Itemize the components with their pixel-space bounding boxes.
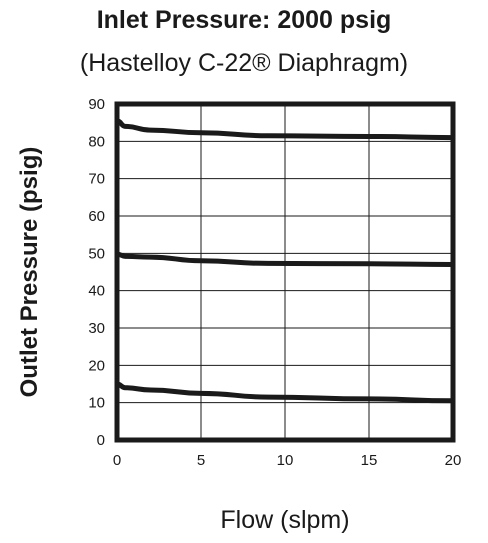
y-tick-label-0: 0 (97, 432, 105, 449)
y-tick-label-5: 50 (88, 245, 105, 262)
chart-subtitle: (Hastelloy C-22® Diaphragm) (79, 49, 409, 77)
y-tick-label-9: 90 (88, 96, 105, 113)
x-tick-label-3: 15 (361, 452, 378, 469)
y-tick-label-1: 10 (88, 395, 105, 412)
y-tick-label-8: 80 (88, 133, 105, 150)
y-tick-label-3: 30 (88, 320, 105, 337)
y-tick-label-6: 60 (88, 208, 105, 225)
x-axis-label: Flow (slpm) (220, 506, 350, 534)
x-tick-label-1: 5 (197, 452, 205, 469)
series-lines (116, 118, 454, 404)
x-tick-label-0: 0 (113, 452, 121, 469)
x-tick-label-2: 10 (277, 452, 294, 469)
y-tick-labels: 0 10 20 30 40 50 60 70 80 90 (88, 96, 105, 449)
chart-title: Inlet Pressure: 2000 psig (96, 6, 392, 34)
y-tick-label-4: 40 (88, 283, 105, 300)
series-line-2 (116, 381, 454, 404)
y-tick-label-7: 70 (88, 171, 105, 188)
x-tick-label-4: 20 (445, 452, 462, 469)
series-line-0 (116, 118, 454, 141)
y-tick-label-2: 20 (88, 357, 105, 374)
grid-lines (116, 103, 454, 441)
series-line-1 (116, 251, 454, 268)
plot-frame (114, 101, 456, 443)
x-tick-labels: 0 5 10 15 20 (113, 452, 462, 469)
